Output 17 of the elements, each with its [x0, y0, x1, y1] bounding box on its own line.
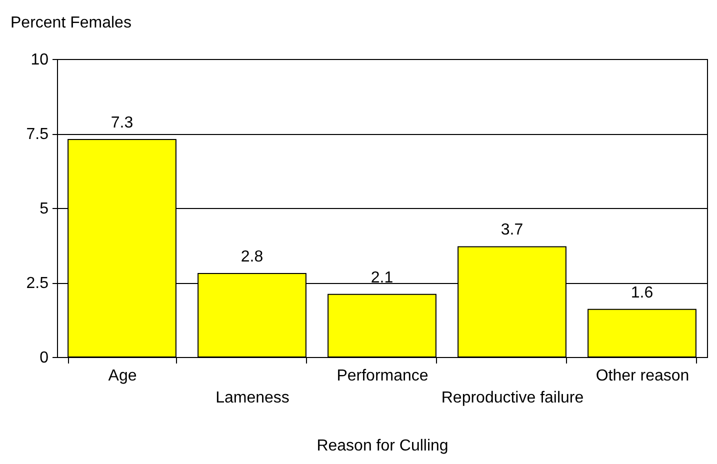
- data-label: 2.1: [370, 269, 394, 286]
- y-tick-label: 7.5: [26, 126, 49, 143]
- data-label: 7.3: [110, 114, 134, 132]
- x-tick-label: Age: [108, 368, 137, 384]
- y-tick-label: 5: [40, 200, 49, 218]
- x-tick-label: Performance: [336, 368, 428, 384]
- y-axis-title: Percent Females: [10, 14, 132, 32]
- x-tick-label: Other reason: [596, 368, 690, 384]
- x-axis-title: Reason for Culling: [316, 438, 448, 454]
- y-tick-label: 2.5: [26, 275, 49, 292]
- data-label: 1.6: [630, 284, 654, 302]
- x-tick-label: Reproductive failure: [441, 390, 584, 406]
- y-tick-label: 10: [30, 52, 49, 68]
- data-label: 3.7: [500, 222, 524, 239]
- data-label: 2.8: [240, 248, 264, 266]
- x-tick-label: Lameness: [216, 390, 290, 406]
- y-tick-label: 0: [40, 350, 49, 366]
